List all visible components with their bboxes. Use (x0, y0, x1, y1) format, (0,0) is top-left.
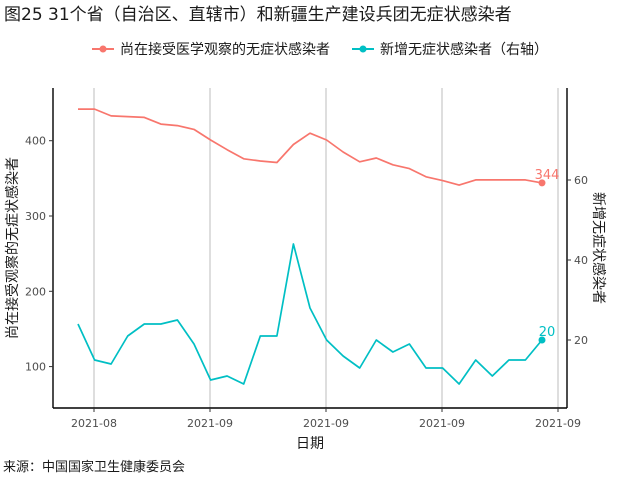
legend-key-right (352, 45, 374, 53)
source-note: 来源：中国国家卫生健康委员会 (3, 460, 186, 475)
y-left-tick-label-1: 200 (25, 285, 46, 298)
x-tick-label-2: 2021-09 (303, 417, 349, 430)
legend-label-right: 新增无症状感染者（右轴） (380, 42, 548, 58)
series-end-label-right: 20 (539, 325, 556, 340)
series-line-right (77, 243, 543, 385)
x-tick-label-1: 2021-09 (187, 417, 233, 430)
x-tick-label-3: 2021-09 (419, 417, 465, 430)
y-left-tick-label-3: 400 (25, 135, 46, 148)
y-left-tick-label-2: 300 (25, 210, 46, 223)
series-end-label-left: 344 (535, 168, 560, 183)
x-axis-title: 日期 (296, 436, 324, 452)
series-line-left (78, 108, 543, 186)
legend-item-right: 新增无症状感染者（右轴） (352, 39, 548, 59)
y-right-tick-label-1: 40 (574, 254, 588, 267)
y-left-axis-title: 尚在接受观察的无症状感染者 (4, 157, 21, 339)
y-right-axis-title: 新增无症状感染者 (590, 192, 607, 304)
y-right-tick-label-0: 20 (574, 334, 588, 347)
x-tick-label-4: 2021-09 (535, 417, 581, 430)
y-right-tick-label-2: 60 (574, 174, 588, 187)
legend-item-left: 尚在接受医学观察的无症状感染者 (92, 39, 330, 59)
legend-key-left (92, 45, 114, 53)
series-end-point-right (538, 336, 546, 344)
x-tick-label-0: 2021-08 (71, 417, 117, 430)
legend-label-left: 尚在接受医学观察的无症状感染者 (120, 42, 330, 58)
chart-title: 图25 31个省（自治区、直辖市）和新疆生产建设兵团无症状感染者 (4, 5, 512, 25)
legend: 尚在接受医学观察的无症状感染者 新增无症状感染者（右轴） (0, 38, 640, 60)
series-end-point-left (538, 179, 546, 187)
y-left-tick-label-0: 100 (25, 361, 46, 374)
